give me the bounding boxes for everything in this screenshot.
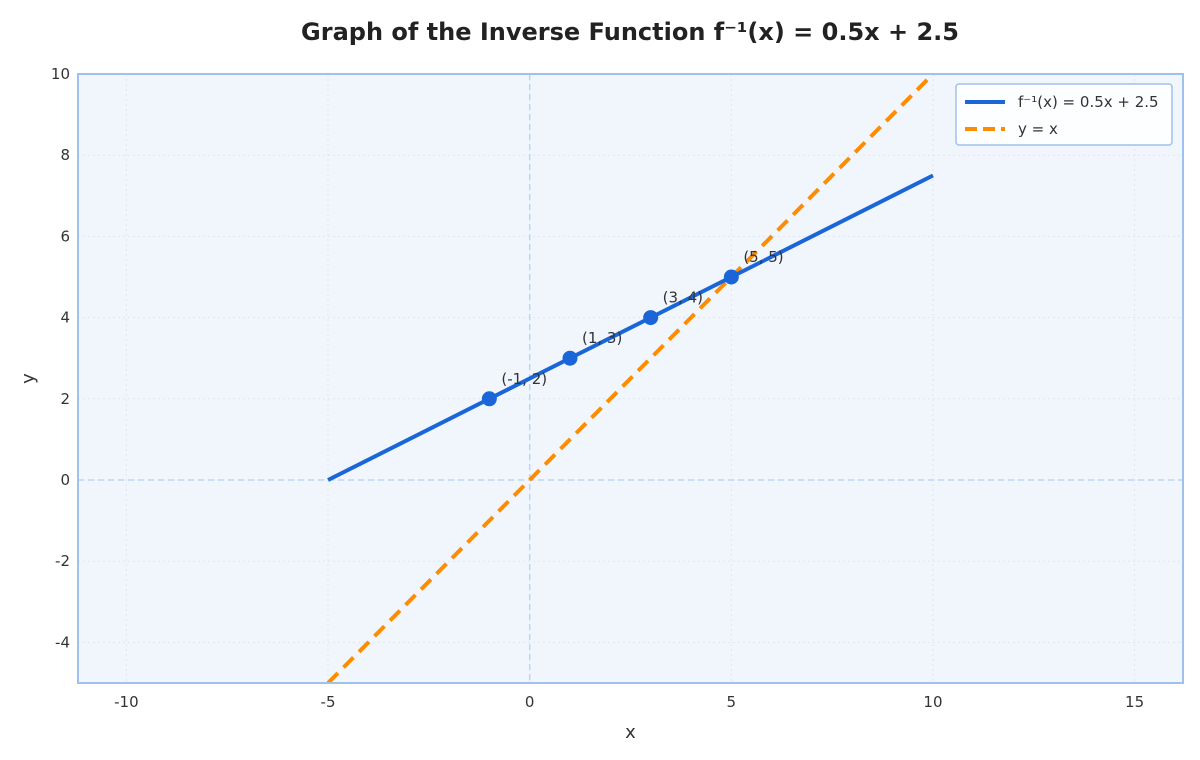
y-axis-title: y (18, 373, 39, 384)
y-tick-label: -2 (55, 552, 70, 570)
y-tick-label: 6 (60, 227, 70, 245)
point-label: (1, 3) (582, 329, 622, 347)
legend-label: f⁻¹(x) = 0.5x + 2.5 (1018, 93, 1159, 111)
points-layer: (-1, 2) (1, 3) (3, 4) (5, 5) (481, 248, 784, 407)
plot-frame (77, 73, 1184, 684)
y-tick-label: -4 (55, 633, 70, 651)
x-tick-label: 5 (727, 693, 737, 711)
data-point (562, 350, 578, 366)
y-tick-labels: -4 -2 0 2 4 6 8 10 (51, 65, 70, 651)
data-point (643, 310, 659, 326)
x-tick-label: -5 (321, 693, 336, 711)
x-tick-label: -10 (114, 693, 139, 711)
series-line-inverse (327, 173, 934, 482)
data-point (481, 391, 497, 407)
point-label: (-1, 2) (501, 370, 547, 388)
x-tick-label: 15 (1125, 693, 1144, 711)
series-line-identity (326, 74, 935, 683)
y-tick-label: 2 (60, 390, 70, 408)
x-axis-title: x (625, 722, 636, 743)
legend-box (955, 83, 1173, 146)
legend: f⁻¹(x) = 0.5x + 2.5 y = x (955, 83, 1173, 146)
x-tick-label: 0 (525, 693, 535, 711)
chart-title: Graph of the Inverse Function f⁻¹(x) = 0… (301, 18, 959, 46)
point-label: (5, 5) (743, 248, 783, 266)
x-tick-label: 10 (923, 693, 942, 711)
data-point (723, 269, 739, 285)
y-tick-label: 0 (60, 471, 70, 489)
y-tick-label: 8 (60, 146, 70, 164)
series-layer (326, 74, 935, 683)
x-tick-labels: -10 -5 0 5 10 15 (114, 693, 1144, 711)
point-label: (3, 4) (663, 289, 703, 307)
y-tick-label: 10 (51, 65, 70, 83)
legend-label: y = x (1018, 120, 1058, 138)
y-tick-label: 4 (60, 309, 70, 327)
